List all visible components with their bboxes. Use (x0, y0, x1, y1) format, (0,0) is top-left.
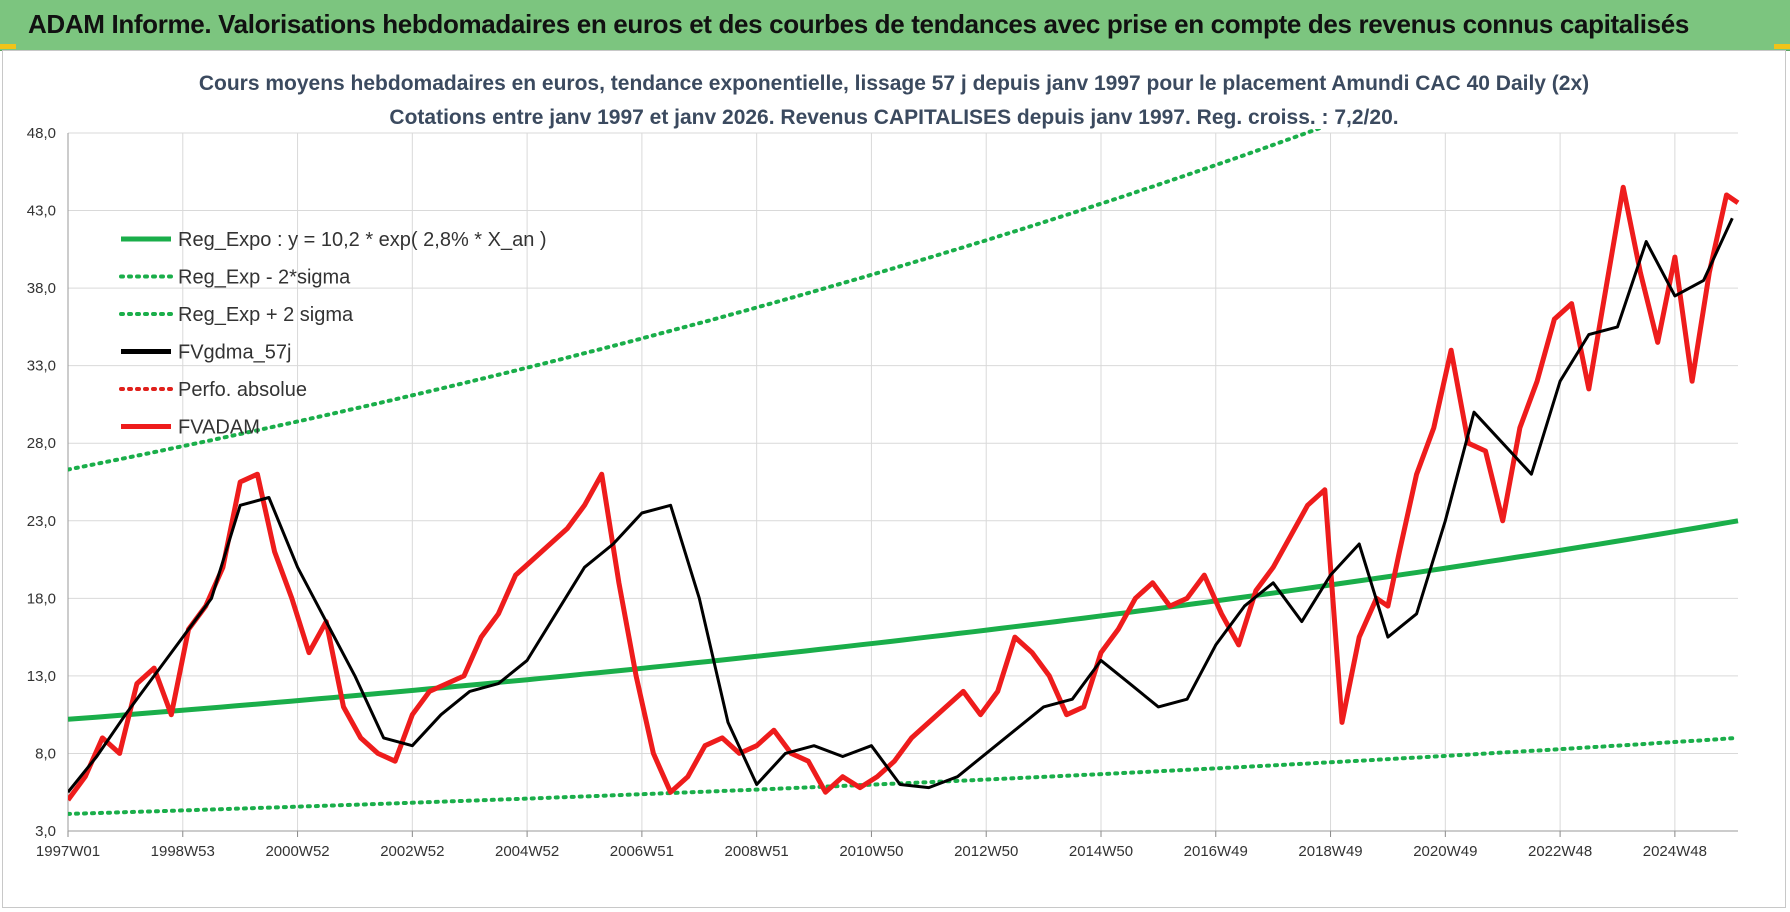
series-layer (68, 129, 1740, 816)
x-tick-labels: 1997W01 1998W53 2000W52 2002W52 2004W52 2006W… (36, 843, 1707, 860)
y-tick-label: 8,0 (35, 745, 56, 762)
x-tick-label: 2014W50 (1069, 843, 1133, 860)
chart-title-line-2: Cotations entre janv 1997 et janv 2026. … (389, 106, 1398, 129)
corner-marker (0, 44, 16, 49)
line-chart: 3,0 8,0 13,0 18,0 23,0 28,0 33,0 38,0 43,0 48,0 1… (27, 72, 1740, 860)
chart-title-line-1: Cours moyens hebdomadaires en euros, ten… (199, 72, 1589, 95)
x-tick-label: 2016W49 (1184, 843, 1248, 860)
legend-label: Reg_Exp + 2 sigma (178, 304, 354, 326)
corner-marker (1774, 44, 1790, 49)
y-tick-label: 38,0 (27, 280, 56, 297)
y-tick-label: 48,0 (27, 125, 56, 142)
x-tick-label: 2024W48 (1643, 843, 1707, 860)
y-tick-label: 3,0 (35, 823, 56, 840)
y-tick-label: 33,0 (27, 358, 56, 375)
legend: Reg_Expo : y = 10,2 * exp( 2,8% * X_an )… (119, 229, 547, 439)
legend-label: Perfo. absolue (178, 379, 307, 401)
y-tick-label: 28,0 (27, 435, 56, 452)
report-title: ADAM Informe. Valorisations hebdomadaire… (28, 9, 1689, 39)
report-banner: ADAM Informe. Valorisations hebdomadaire… (0, 0, 1790, 51)
fvadam-series-line (68, 184, 1740, 802)
x-tick-label: 2012W50 (954, 843, 1018, 860)
x-tick-label: 2006W51 (610, 843, 674, 860)
legend-label: Reg_Expo : y = 10,2 * exp( 2,8% * X_an ) (178, 229, 547, 251)
x-tick-label: 2022W48 (1528, 843, 1592, 860)
y-tick-labels: 3,0 8,0 13,0 18,0 23,0 28,0 33,0 38,0 43,0 48,0 (27, 125, 56, 840)
x-tick-label: 1998W53 (151, 843, 215, 860)
legend-label: FVADAM (178, 417, 260, 439)
y-tick-label: 18,0 (27, 590, 56, 607)
chart-frame: 3,0 8,0 13,0 18,0 23,0 28,0 33,0 38,0 43,0 48,0 1… (2, 50, 1786, 908)
x-tick-label: 2004W52 (495, 843, 559, 860)
axes (67, 133, 1738, 832)
legend-label: FVgdma_57j (178, 342, 291, 364)
reg-exp-series-line (68, 735, 1740, 816)
x-tick-label: 2002W52 (380, 843, 444, 860)
reg-exp-series-line (68, 129, 1324, 472)
fvgdma-57j-series-line (68, 217, 1734, 794)
x-tick-label: 2020W49 (1413, 843, 1477, 860)
y-tick-label: 43,0 (27, 203, 56, 220)
x-tick-label: 2008W51 (725, 843, 789, 860)
x-tick-label: 2018W49 (1298, 843, 1362, 860)
x-tick-label: 2010W50 (839, 843, 903, 860)
legend-label: Reg_Exp - 2*sigma (178, 267, 351, 289)
x-tick-label: 1997W01 (36, 843, 100, 860)
y-tick-label: 23,0 (27, 513, 56, 530)
y-tick-label: 13,0 (27, 668, 56, 685)
reg-expo-series-line (68, 518, 1739, 722)
x-tick-label: 2000W52 (265, 843, 329, 860)
